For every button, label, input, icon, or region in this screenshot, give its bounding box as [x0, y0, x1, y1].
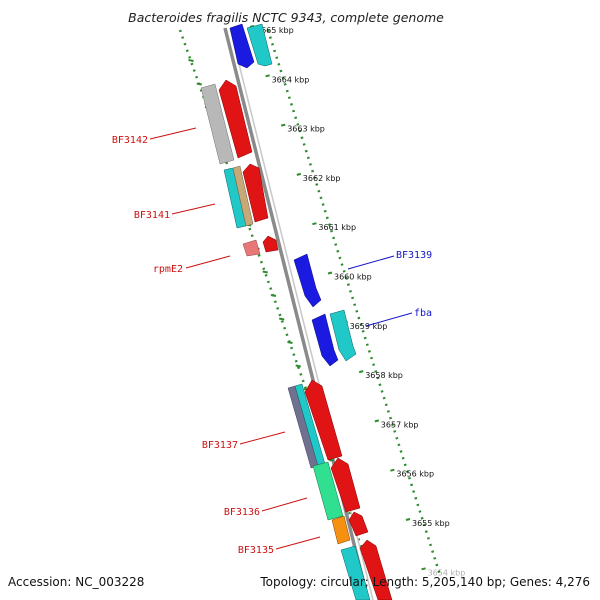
gene-arrow-reverse[interactable] [330, 457, 361, 513]
kbp-tick-label: 3662 kbp [303, 174, 341, 183]
kbp-tick-label: 3664 kbp [272, 75, 310, 84]
gene-arrow-forward[interactable] [246, 23, 273, 67]
ruler-minor-tick [270, 294, 277, 297]
ruler-major-tick [312, 222, 317, 226]
gene-arrow-forward[interactable] [329, 309, 357, 362]
ruler-lines [178, 29, 442, 600]
ruler-major-tick [358, 370, 364, 374]
gene-arrow-reverse[interactable] [304, 379, 343, 461]
ruler-major-tick [374, 419, 380, 423]
leader-line-bf3135 [275, 536, 321, 550]
ruler-major-tick [421, 567, 426, 571]
gene-label-bf3139[interactable]: BF3139 [396, 250, 432, 261]
leader-line-bf3139 [347, 255, 395, 270]
gene-arrow-reverse[interactable] [262, 235, 279, 253]
leader-line-bf3136 [261, 497, 308, 512]
ruler-minor-tick [279, 317, 285, 321]
leader-line-bf3141 [171, 203, 216, 215]
kbp-labels: 3665 kbp 3664 kbp 3663 kbp 3662 kbp 3661 kbp… [256, 26, 465, 577]
kbp-tick-label: 3659 kbp [350, 322, 388, 331]
gene-label-bf3135[interactable]: BF3135 [238, 545, 274, 556]
kbp-tick-label: 3657 kbp [381, 420, 419, 429]
gene-arrow-reverse[interactable] [359, 539, 393, 600]
gene-block-cyan[interactable] [340, 545, 371, 600]
kbp-tick-label: 3656 kbp [396, 470, 434, 479]
genome-summary-text: Topology: circular; Length: 5,205,140 bp… [259, 575, 590, 589]
ruler-minor-tick [188, 59, 194, 62]
gene-label-bf3142[interactable]: BF3142 [112, 135, 148, 146]
gene-block-gray[interactable] [200, 83, 235, 165]
gene-label-rpme2[interactable]: rpmE2 [153, 264, 183, 275]
gene-block-pink[interactable] [242, 239, 261, 257]
leader-line-fba [365, 312, 413, 327]
gene-arrow-forward[interactable] [229, 23, 255, 69]
ruler-major-tick [390, 468, 395, 472]
gene-block-tan[interactable] [232, 165, 254, 227]
ruler-minor-tick [287, 341, 293, 344]
kbp-tick-label: 3655 kbp [412, 519, 450, 528]
gene-label-bf3136[interactable]: BF3136 [224, 507, 260, 518]
gene-label-bf3141[interactable]: BF3141 [134, 210, 170, 221]
gene-arrow-forward[interactable] [311, 313, 339, 367]
accession-text: Accession: NC_003228 [8, 575, 144, 589]
gene-arrow-reverse[interactable] [348, 511, 369, 537]
gene-block-green[interactable] [312, 461, 344, 521]
ruler-major-tick [327, 271, 333, 275]
ruler-major-tick [280, 123, 286, 127]
kbp-tick-label: 3654 kbp [428, 568, 466, 577]
ruler-major-tick [405, 518, 411, 521]
kbp-tick-label: 3658 kbp [365, 371, 403, 380]
kbp-tick-label: 3660 kbp [334, 273, 372, 282]
ruler-major-tick [265, 74, 270, 78]
gene-labels: BF3142 BF3141 rpmE2 BF3139 fba BF3137 BF… [112, 127, 432, 556]
gene-features [200, 23, 393, 600]
gene-block-orange[interactable] [331, 515, 351, 545]
leader-line-bf3142 [149, 127, 197, 140]
leader-line-rpme2 [185, 255, 231, 269]
gene-label-fba[interactable]: fba [414, 308, 432, 319]
gene-label-bf3137[interactable]: BF3137 [202, 440, 238, 451]
ruler-major-tick [296, 172, 302, 176]
kbp-tick-label: 3665 kbp [256, 26, 294, 35]
ruler-minor-tick [196, 82, 202, 86]
map-title: Bacteroides fragilis NCTC 9343, complete… [128, 10, 444, 25]
inner-ruler-line [178, 29, 382, 600]
gene-arrow-reverse[interactable] [242, 163, 269, 223]
gene-arrow-reverse[interactable] [218, 79, 253, 159]
ruler-minor-tick [295, 364, 301, 368]
leader-line-bf3137 [239, 431, 286, 445]
kbp-tick-label: 3661 kbp [318, 223, 356, 232]
gene-arrow-forward[interactable] [293, 253, 322, 308]
ruler-minor-tick [262, 270, 268, 274]
kbp-tick-label: 3663 kbp [287, 125, 325, 134]
outer-ruler-line [266, 29, 442, 576]
